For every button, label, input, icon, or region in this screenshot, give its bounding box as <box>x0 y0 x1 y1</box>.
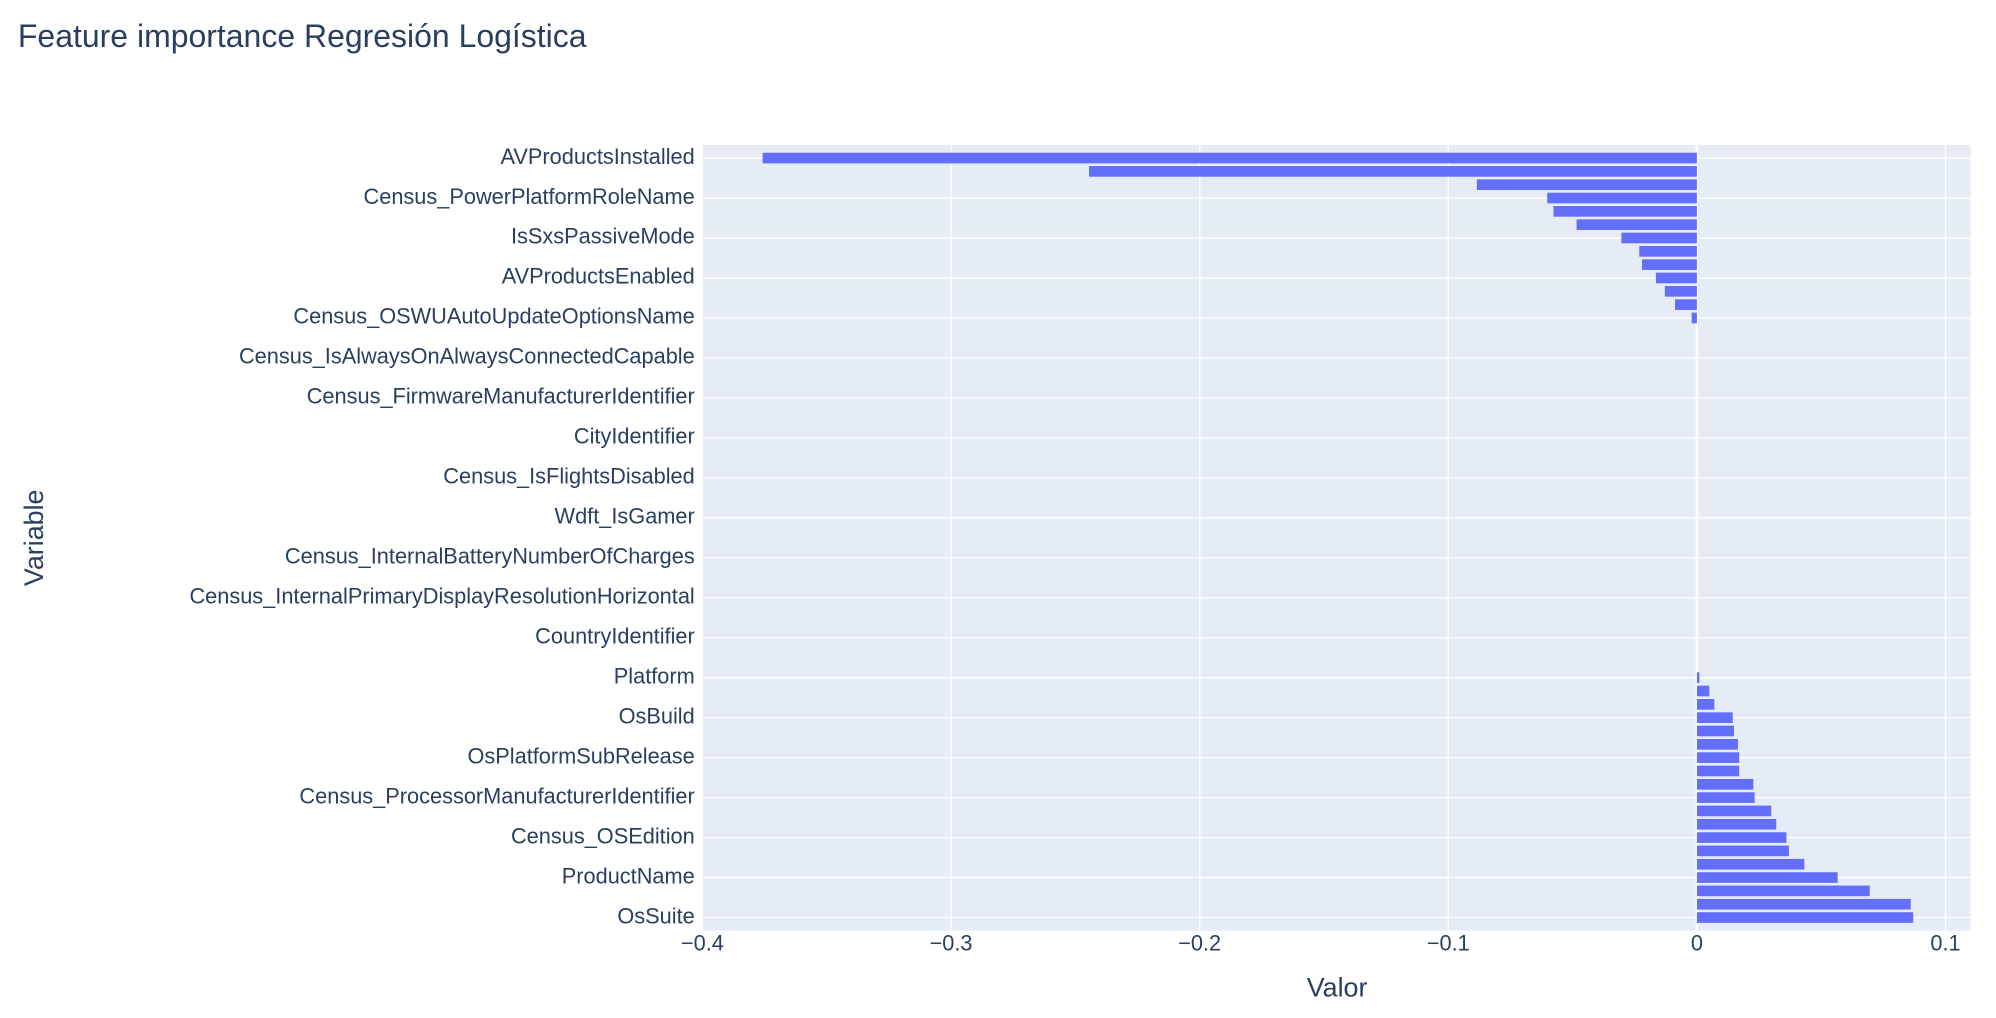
y-tick-label: CityIdentifier <box>574 424 695 449</box>
y-tick-label: AVProductsInstalled <box>501 144 695 169</box>
y-tick-label: Wdft_IsGamer <box>555 504 695 529</box>
bar <box>762 152 1697 164</box>
y-tick-label: Census_IsFlightsDisabled <box>443 464 694 489</box>
bar <box>1664 285 1697 297</box>
bar <box>1621 232 1697 244</box>
y-tick-label: Census_OSEdition <box>511 823 695 848</box>
bar <box>1641 259 1697 270</box>
y-tick-label: AVProductsEnabled <box>502 264 695 289</box>
bar <box>1576 219 1697 230</box>
bar <box>1696 805 1772 817</box>
x-tick-label: −0.1 <box>1427 930 1470 955</box>
bar <box>1696 712 1733 723</box>
bar <box>1696 738 1738 750</box>
x-tick-label: −0.2 <box>1178 930 1221 955</box>
y-tick-label: Census_ProcessorManufacturerIdentifier <box>299 783 694 808</box>
bar <box>1691 312 1697 324</box>
bar <box>1696 872 1838 883</box>
x-tick-label: 0 <box>1691 930 1703 955</box>
y-tick-label: OsPlatformSubRelease <box>467 743 694 768</box>
y-tick-label: OsSuite <box>617 903 694 928</box>
y-tick-label: Census_OSWUAutoUpdateOptionsName <box>293 304 694 329</box>
x-tick-label: −0.3 <box>930 930 973 955</box>
x-axis-label: Valor <box>1307 973 1368 1003</box>
bar <box>1696 832 1787 843</box>
bar <box>1696 672 1700 684</box>
plot-background <box>702 144 1971 931</box>
x-tick-label: 0.1 <box>1930 930 1960 955</box>
y-tick-label: CountryIdentifier <box>535 623 695 648</box>
bar <box>1476 179 1697 191</box>
y-tick-label: Platform <box>614 663 695 688</box>
bar <box>1696 765 1740 777</box>
y-tick-label: Census_InternalBatteryNumberOfCharges <box>285 544 695 569</box>
y-tick-label: Census_InternalPrimaryDisplayResolutionH… <box>189 583 694 608</box>
y-tick-label: Census_IsAlwaysOnAlwaysConnectedCapable <box>239 344 695 369</box>
bar <box>1655 272 1697 284</box>
bar <box>1696 685 1710 697</box>
bar <box>1696 752 1740 763</box>
y-tick-label: Census_PowerPlatformRoleName <box>364 184 695 209</box>
y-tick-label: ProductName <box>562 863 695 888</box>
bar <box>1696 818 1777 830</box>
y-tick-label: OsBuild <box>619 703 695 728</box>
y-axis-label: Variable <box>19 490 49 587</box>
y-tick-label: IsSxsPassiveMode <box>511 224 695 249</box>
bar <box>1696 912 1914 923</box>
bar <box>1553 206 1697 217</box>
bar <box>1675 299 1697 310</box>
bar <box>1696 885 1870 897</box>
y-tick-label: Census_FirmwareManufacturerIdentifier <box>307 384 695 409</box>
x-tick-label: −0.4 <box>681 930 724 955</box>
bar <box>1696 778 1754 790</box>
chart-title: Feature importance Regresión Logística <box>18 18 587 54</box>
bar <box>1639 245 1697 257</box>
bar <box>1696 725 1734 737</box>
bar <box>1089 166 1697 177</box>
bar <box>1696 898 1911 910</box>
bar <box>1696 858 1805 870</box>
bar <box>1696 845 1789 857</box>
bar <box>1696 792 1755 803</box>
bar <box>1696 699 1715 710</box>
bar <box>1547 192 1697 204</box>
